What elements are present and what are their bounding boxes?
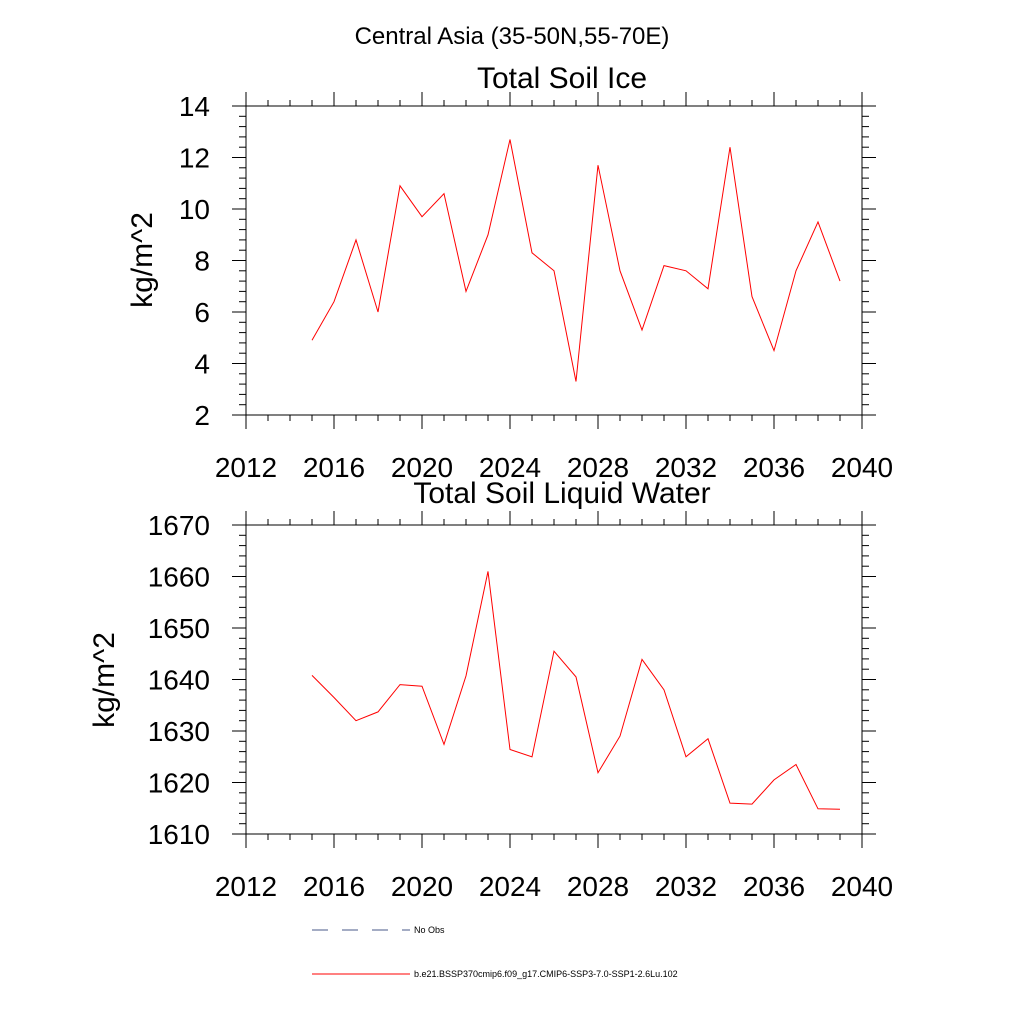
figure-title: Central Asia (35-50N,55-70E) bbox=[355, 23, 670, 50]
x-tick-label: 2016 bbox=[303, 452, 365, 483]
y-tick-label: 1660 bbox=[148, 562, 210, 593]
plot-frame bbox=[245, 524, 863, 835]
x-tick-label: 2024 bbox=[479, 452, 541, 483]
x-tick-label: 2032 bbox=[655, 452, 717, 483]
y-tick-label: 8 bbox=[194, 246, 210, 277]
series-line bbox=[311, 139, 841, 382]
legend-label: No Obs bbox=[414, 925, 445, 935]
y-tick-label: 4 bbox=[194, 349, 210, 380]
y-tick-label: 10 bbox=[179, 194, 210, 225]
y-tick-label: 1630 bbox=[148, 716, 210, 747]
series-line bbox=[311, 571, 841, 810]
x-tick-label: 2020 bbox=[391, 871, 453, 902]
y-axis-label: kg/m^2 bbox=[126, 212, 159, 308]
panel-title: Total Soil Ice bbox=[477, 62, 647, 95]
panel-0: Total Soil Ice kg/m^2 2012 2016 2020 2024 2028… bbox=[126, 62, 893, 483]
x-tick-label: 2012 bbox=[215, 452, 277, 483]
y-tick-label: 1620 bbox=[148, 768, 210, 799]
y-tick-label: 6 bbox=[194, 297, 210, 328]
y-tick-label: 14 bbox=[179, 91, 210, 122]
y-tick-label: 1640 bbox=[148, 665, 210, 696]
x-tick-label: 2036 bbox=[743, 871, 805, 902]
y-tick-label: 2 bbox=[194, 400, 210, 431]
x-tick-label: 2024 bbox=[479, 871, 541, 902]
x-tick-label: 2040 bbox=[831, 871, 893, 902]
plot-frame bbox=[245, 105, 863, 416]
x-tick-label: 2040 bbox=[831, 452, 893, 483]
x-tick-label: 2028 bbox=[567, 452, 629, 483]
x-tick-label: 2012 bbox=[215, 871, 277, 902]
y-tick-label: 12 bbox=[179, 143, 210, 174]
x-tick-label: 2028 bbox=[567, 871, 629, 902]
x-tick-label: 2032 bbox=[655, 871, 717, 902]
y-tick-label: 1670 bbox=[148, 510, 210, 541]
y-axis-label: kg/m^2 bbox=[88, 632, 121, 728]
x-tick-label: 2016 bbox=[303, 871, 365, 902]
panel-title: Total Soil Liquid Water bbox=[413, 477, 710, 510]
panel-1: Total Soil Liquid Water kg/m^2 2012 2016 202… bbox=[88, 477, 893, 902]
y-tick-label: 1650 bbox=[148, 613, 210, 644]
x-tick-label: 2020 bbox=[391, 452, 453, 483]
y-tick-label: 1610 bbox=[148, 819, 210, 850]
legend: No Obs b.e21.BSSP370cmip6.f09_g17.CMIP6-S… bbox=[312, 925, 678, 979]
legend-label: b.e21.BSSP370cmip6.f09_g17.CMIP6-SSP3-7.… bbox=[414, 969, 678, 979]
x-tick-label: 2036 bbox=[743, 452, 805, 483]
